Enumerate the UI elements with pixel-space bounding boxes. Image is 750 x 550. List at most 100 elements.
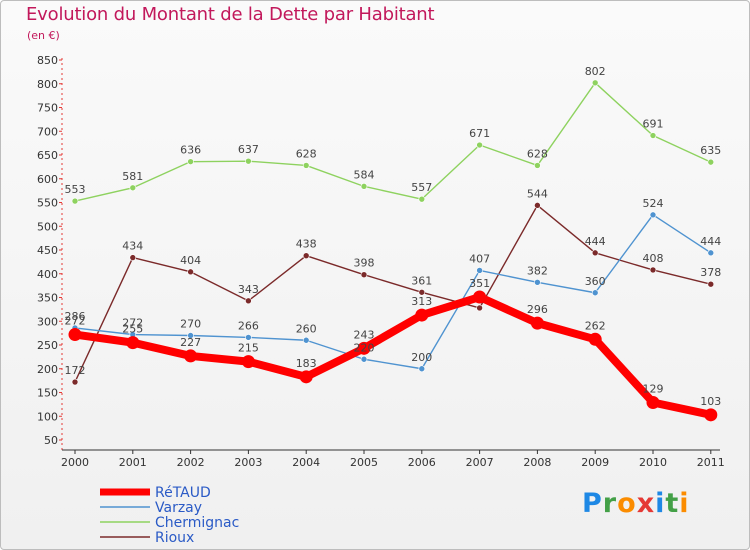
logo-letter: i — [655, 488, 666, 519]
data-label: 129 — [643, 382, 664, 395]
data-point — [591, 249, 599, 257]
y-tick-label: 600 — [37, 173, 58, 186]
x-tick-label: 2000 — [61, 456, 89, 469]
data-point — [418, 288, 426, 296]
data-label: 444 — [700, 235, 721, 248]
x-tick-label: 2009 — [581, 456, 609, 469]
y-tick-label: 250 — [37, 339, 58, 352]
data-label: 581 — [122, 170, 143, 183]
data-label: 227 — [180, 336, 201, 349]
y-tick-label: 650 — [37, 149, 58, 162]
logo-letter: P — [582, 488, 603, 519]
data-label: 553 — [65, 183, 86, 196]
data-label: 255 — [122, 323, 143, 336]
data-point — [357, 341, 371, 355]
proxiti-logo: Proxiti — [582, 488, 690, 519]
data-point — [418, 195, 426, 203]
series-line-rioux — [74, 204, 712, 383]
data-point — [129, 254, 137, 261]
logo-letter: i — [679, 488, 690, 519]
y-tick-label: 500 — [37, 220, 58, 233]
y-tick-label: 200 — [37, 363, 58, 376]
data-label: 671 — [469, 127, 490, 140]
data-label: 635 — [700, 144, 721, 157]
x-tick-label: 2010 — [639, 456, 667, 469]
data-point — [646, 395, 660, 409]
data-point — [302, 336, 310, 344]
data-label: 270 — [180, 318, 201, 331]
data-point — [187, 158, 194, 165]
data-point — [302, 252, 310, 259]
data-point — [704, 408, 718, 422]
data-point — [245, 334, 252, 341]
data-point — [360, 183, 368, 190]
data-point — [245, 297, 252, 305]
data-point — [476, 141, 483, 149]
y-tick-label: 50 — [44, 434, 58, 447]
data-point — [534, 278, 541, 286]
data-point — [476, 267, 483, 274]
series-line-rétaud — [71, 293, 715, 419]
legend-label: Chermignac — [155, 515, 239, 531]
data-point — [588, 332, 602, 346]
data-label: 637 — [238, 143, 259, 156]
logo-letter: t — [665, 488, 680, 519]
data-label: 313 — [411, 295, 432, 308]
data-label: 404 — [180, 254, 201, 267]
legend-label: Varzay — [155, 500, 202, 516]
data-point — [187, 268, 194, 276]
data-point — [129, 184, 137, 192]
data-label: 628 — [527, 147, 548, 160]
data-point — [360, 271, 368, 279]
data-label: 103 — [700, 395, 721, 408]
data-label: 360 — [585, 275, 606, 288]
chart-title: Evolution du Montant de la Dette par Hab… — [26, 4, 435, 25]
data-point — [415, 308, 429, 322]
data-point — [707, 280, 715, 288]
series-line-chermignac — [74, 82, 712, 202]
y-tick-label: 450 — [37, 244, 58, 257]
y-tick-label: 100 — [37, 410, 58, 423]
data-label: 272 — [122, 317, 143, 330]
data-point — [591, 289, 599, 297]
data-point — [360, 355, 368, 363]
data-point — [534, 162, 541, 169]
data-label: 524 — [643, 197, 664, 210]
data-point — [71, 197, 79, 205]
data-label: 691 — [643, 118, 664, 131]
x-tick-label: 2004 — [292, 456, 320, 469]
y-tick-label: 350 — [37, 292, 58, 305]
data-label: 266 — [238, 319, 259, 332]
data-point — [68, 328, 82, 342]
data-label: 272 — [65, 315, 86, 328]
data-point — [707, 158, 715, 166]
y-tick-label: 800 — [37, 78, 58, 91]
data-label: 636 — [180, 144, 201, 157]
data-point — [649, 132, 657, 139]
data-point — [241, 355, 255, 369]
data-point — [591, 79, 599, 87]
data-point — [473, 290, 487, 304]
data-label: 296 — [527, 303, 548, 316]
data-label: 215 — [238, 342, 259, 355]
x-tick-label: 2011 — [697, 456, 725, 469]
data-label: 378 — [700, 266, 721, 279]
data-label: 183 — [296, 357, 317, 370]
x-tick-label: 2008 — [523, 456, 551, 469]
y-tick-label: 150 — [37, 387, 58, 400]
data-label: 802 — [585, 65, 606, 78]
y-tick-label: 400 — [37, 268, 58, 281]
y-tick-label: 750 — [37, 102, 58, 115]
x-tick-label: 2006 — [408, 456, 436, 469]
data-point — [418, 365, 426, 373]
y-tick-label: 300 — [37, 315, 58, 328]
data-label: 260 — [296, 322, 317, 335]
data-label: 262 — [585, 319, 606, 332]
data-label: 398 — [354, 257, 375, 270]
data-label: 628 — [296, 147, 317, 160]
data-point — [245, 157, 252, 165]
data-label: 407 — [469, 252, 490, 265]
data-label: 361 — [411, 274, 432, 287]
y-tick-label: 850 — [37, 54, 58, 67]
